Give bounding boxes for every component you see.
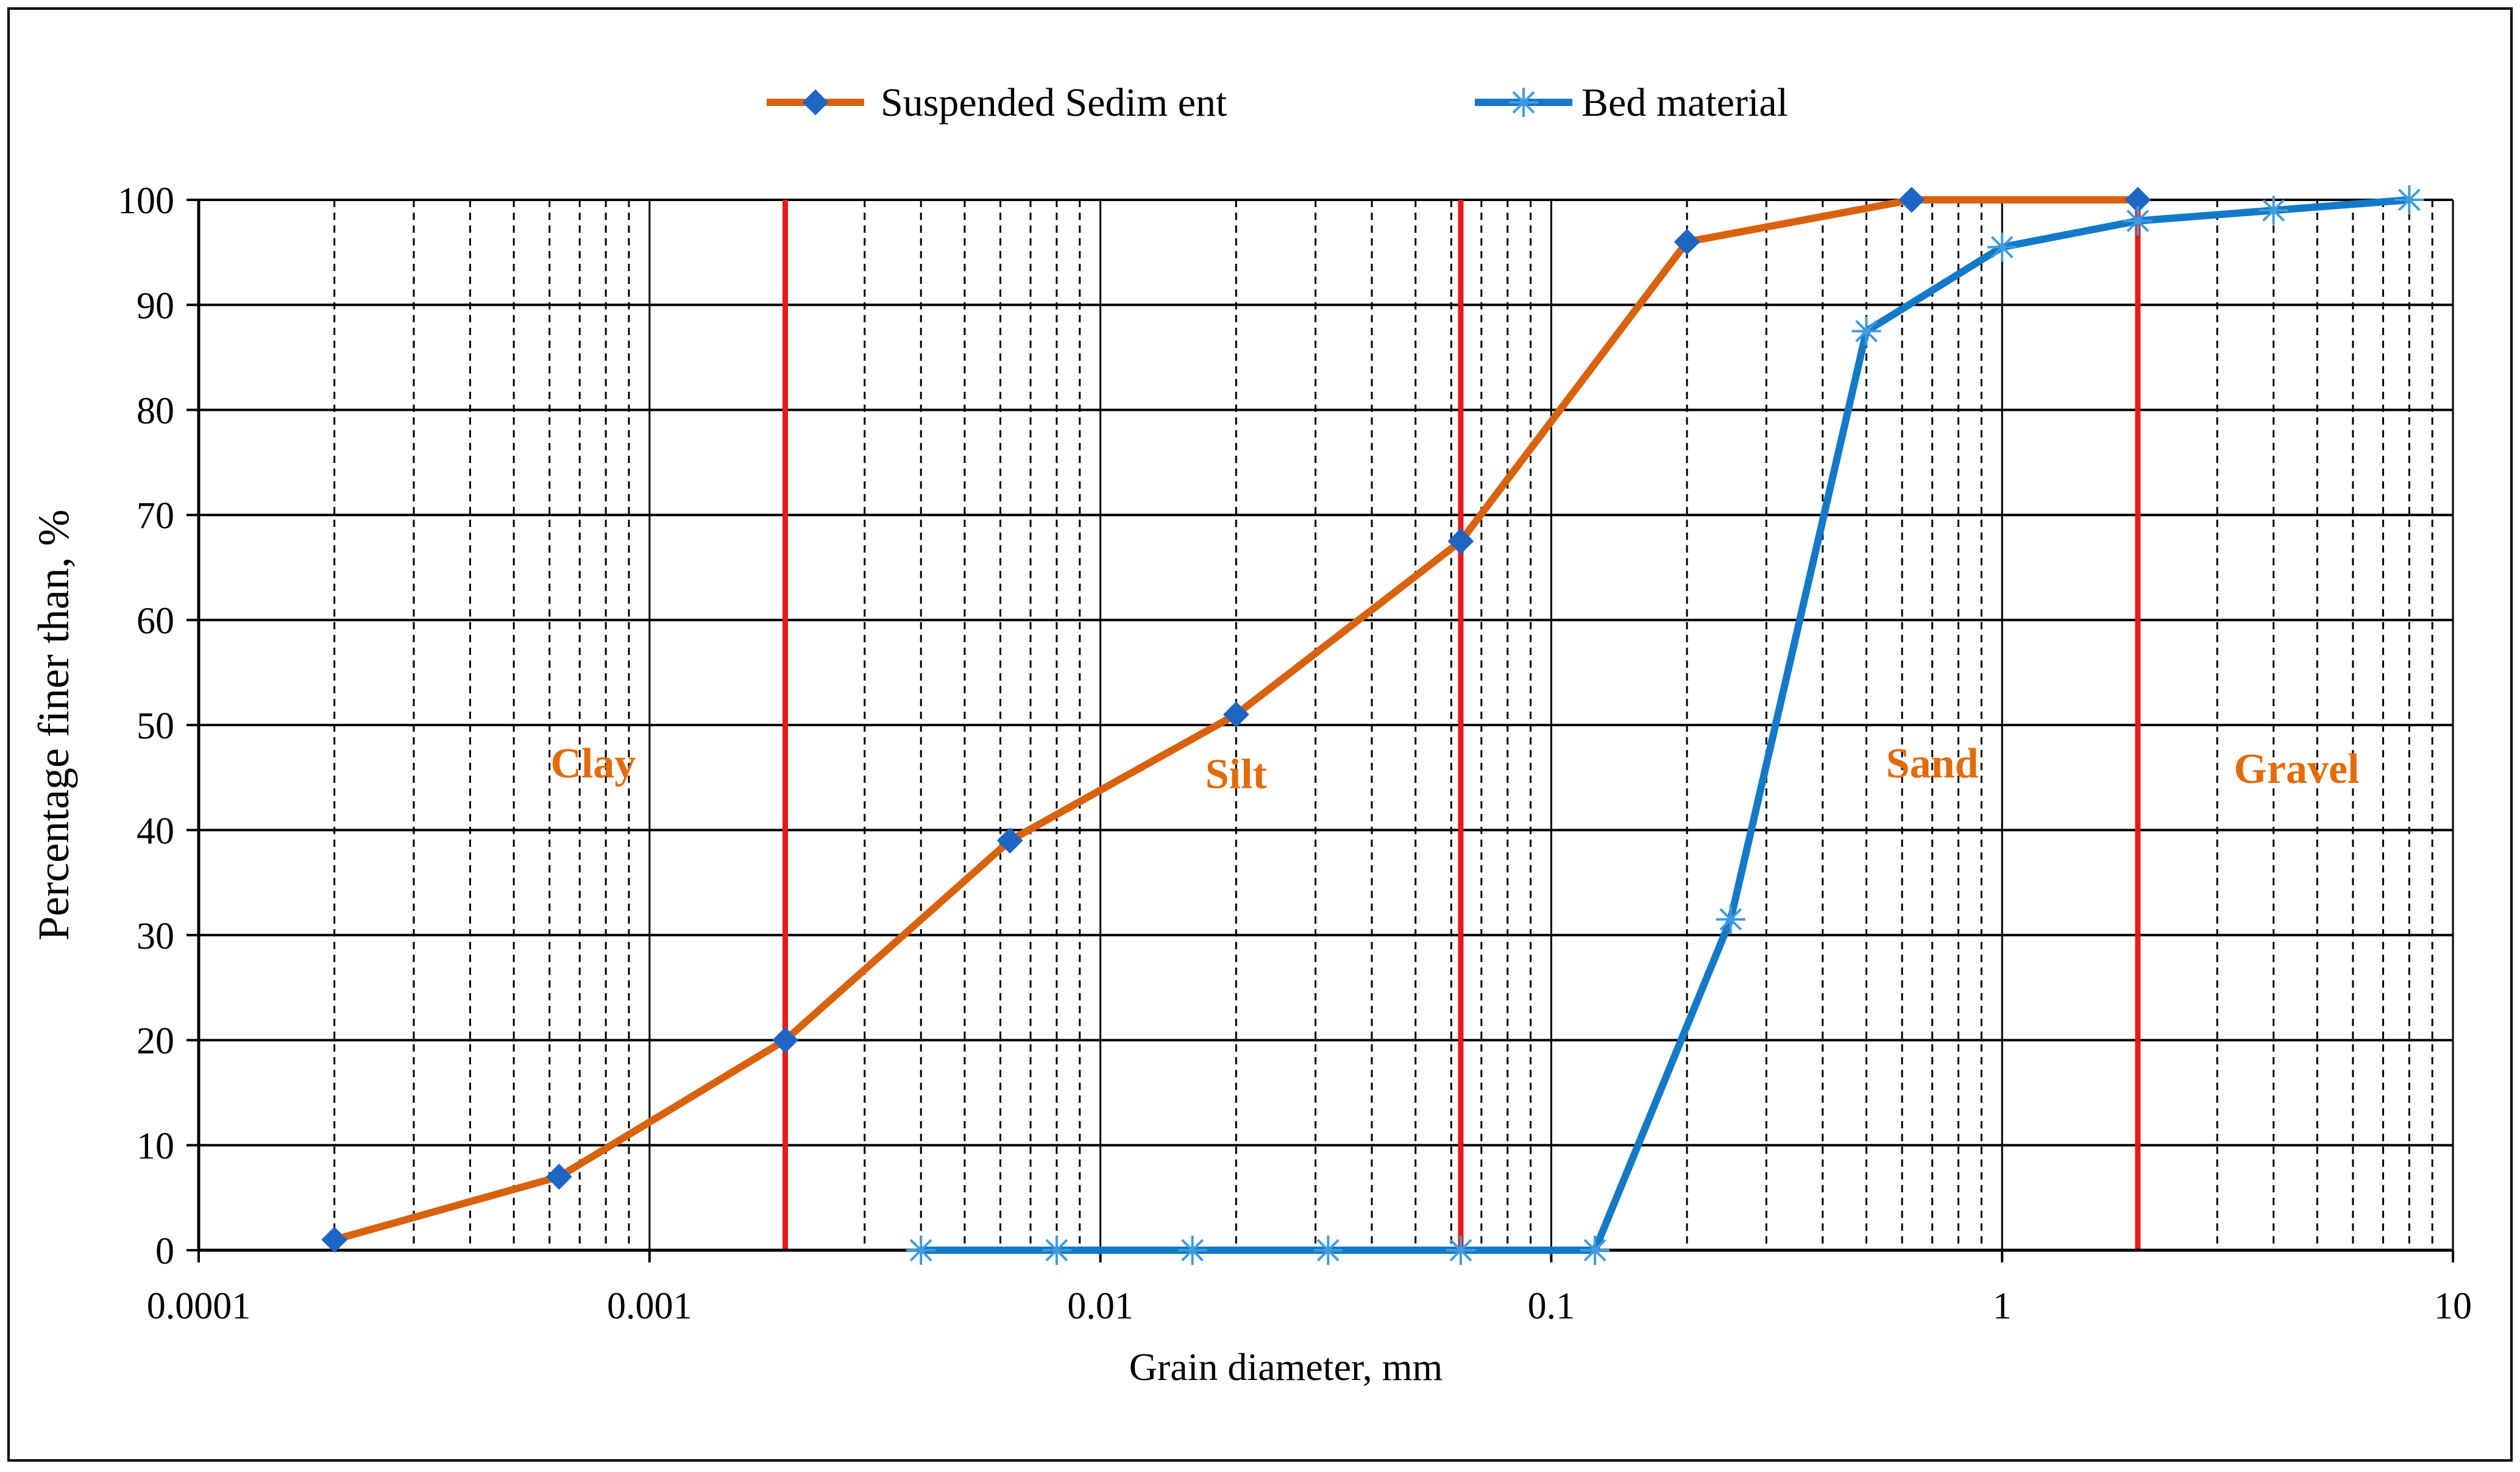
data-point: [1673, 228, 1700, 255]
data-point: [1898, 186, 1925, 213]
data-point: [1580, 1236, 1610, 1265]
data-point: [906, 1236, 936, 1265]
zone-label: Gravel: [2234, 746, 2359, 793]
data-point: [2394, 185, 2424, 214]
x-tick-label: 0.001: [607, 1286, 692, 1327]
legend-label: Bed material: [1581, 80, 1788, 125]
chart-frame: [7, 7, 2513, 1462]
y-tick-label: 0: [155, 1231, 174, 1272]
axes: 0 10 20 30 40 50 60 70 80 90 100 0.0001 0.001 0.01 0.1…: [118, 180, 2472, 1327]
data-point: [1177, 1236, 1207, 1265]
data-point: [996, 827, 1023, 854]
x-tick-label: 0.1: [1528, 1286, 1575, 1327]
data-point: [1223, 701, 1249, 728]
data-point: [802, 89, 829, 116]
data-point: [545, 1163, 572, 1190]
data-point: [772, 1027, 798, 1053]
zone-label: Sand: [1886, 740, 1979, 787]
data-point: [2123, 206, 2153, 236]
series-layer: [321, 185, 2424, 1265]
marker-stroke: [1583, 1239, 1606, 1262]
reference-lines: [783, 200, 2141, 1250]
data-point: [1509, 88, 1538, 117]
data-point: [1447, 528, 1474, 554]
y-axis-title: Percentage finer than, %: [29, 509, 78, 941]
x-tick-label: 10: [2434, 1286, 2472, 1327]
data-point: [1042, 1236, 1071, 1265]
data-point: [1716, 904, 1745, 934]
data-point: [2259, 196, 2288, 225]
marker-stroke: [909, 1239, 932, 1262]
x-tick-label: 0.01: [1067, 1286, 1134, 1327]
data-point: [321, 1226, 348, 1253]
legend-item: Suspended Sedim ent: [767, 80, 1227, 125]
marker-stroke: [1855, 320, 1878, 342]
zone-label: Silt: [1205, 751, 1267, 798]
x-tick-label: 1: [1993, 1286, 2012, 1327]
marker-stroke: [1990, 236, 2014, 258]
y-tick-label: 50: [137, 706, 174, 747]
marker-stroke: [1316, 1239, 1340, 1262]
marker-stroke: [1512, 91, 1535, 114]
legend-item: Bed material: [1475, 80, 1788, 125]
legend: Suspended Sedim ent Bed material: [767, 80, 1788, 125]
data-point: [1446, 1236, 1475, 1265]
legend-label: Suspended Sedim ent: [881, 80, 1227, 125]
series-group: [321, 186, 2151, 1253]
y-tick-label: 30: [137, 916, 174, 957]
series-group: [906, 185, 2424, 1265]
marker-stroke: [2126, 210, 2149, 232]
data-point: [1987, 232, 2017, 262]
marker-stroke: [1719, 908, 1742, 931]
marker-stroke: [1449, 1239, 1472, 1262]
y-tick-label: 80: [137, 391, 174, 432]
marker-stroke: [1181, 1239, 1204, 1262]
x-axis-title: Grain diameter, mm: [1129, 1345, 1443, 1389]
data-point: [1851, 316, 1881, 346]
y-tick-label: 90: [137, 285, 174, 327]
y-tick-label: 100: [118, 180, 174, 222]
y-tick-label: 70: [137, 495, 174, 537]
y-tick-label: 40: [137, 810, 174, 852]
marker-stroke: [2262, 199, 2285, 222]
marker-stroke: [2398, 188, 2421, 211]
zone-label: Clay: [550, 740, 636, 787]
y-tick-label: 10: [137, 1126, 174, 1167]
y-tick-label: 60: [137, 601, 174, 642]
data-point: [1313, 1236, 1343, 1265]
series-line: [921, 196, 2410, 1254]
marker-stroke: [1045, 1239, 1068, 1262]
x-tick-label: 0.0001: [147, 1286, 251, 1327]
zone-labels: Clay Silt Sand Gravel: [550, 740, 2359, 798]
y-tick-label: 20: [137, 1021, 174, 1062]
